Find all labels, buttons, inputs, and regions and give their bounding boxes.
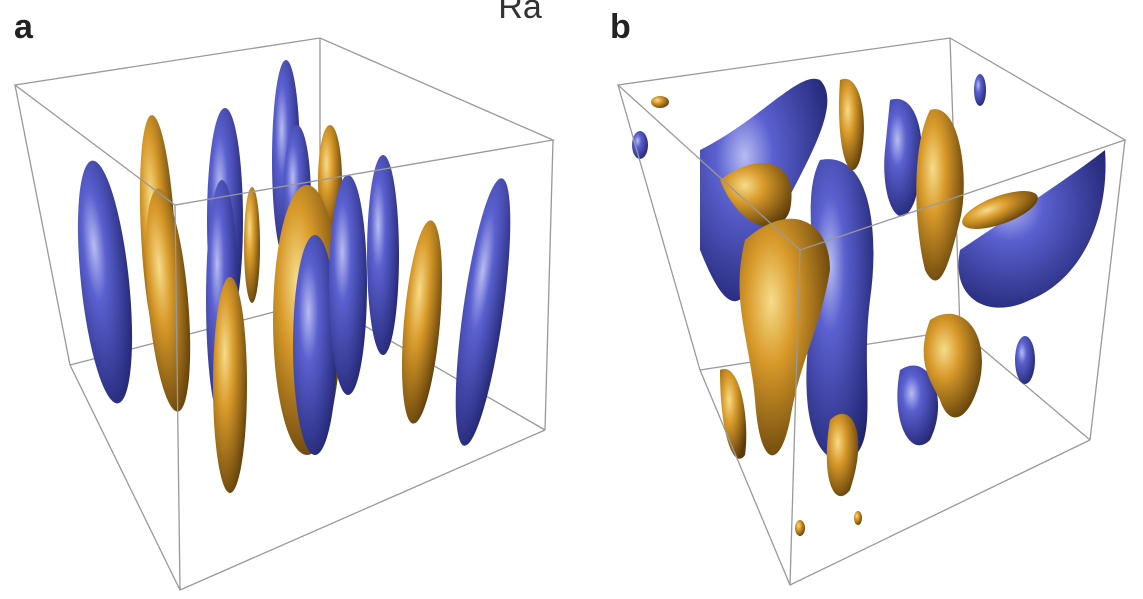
panel-label: a bbox=[14, 8, 34, 46]
header-text: Ra bbox=[498, 0, 542, 26]
figure: Ra a bbox=[0, 0, 1143, 599]
panel-label: b bbox=[610, 8, 631, 46]
